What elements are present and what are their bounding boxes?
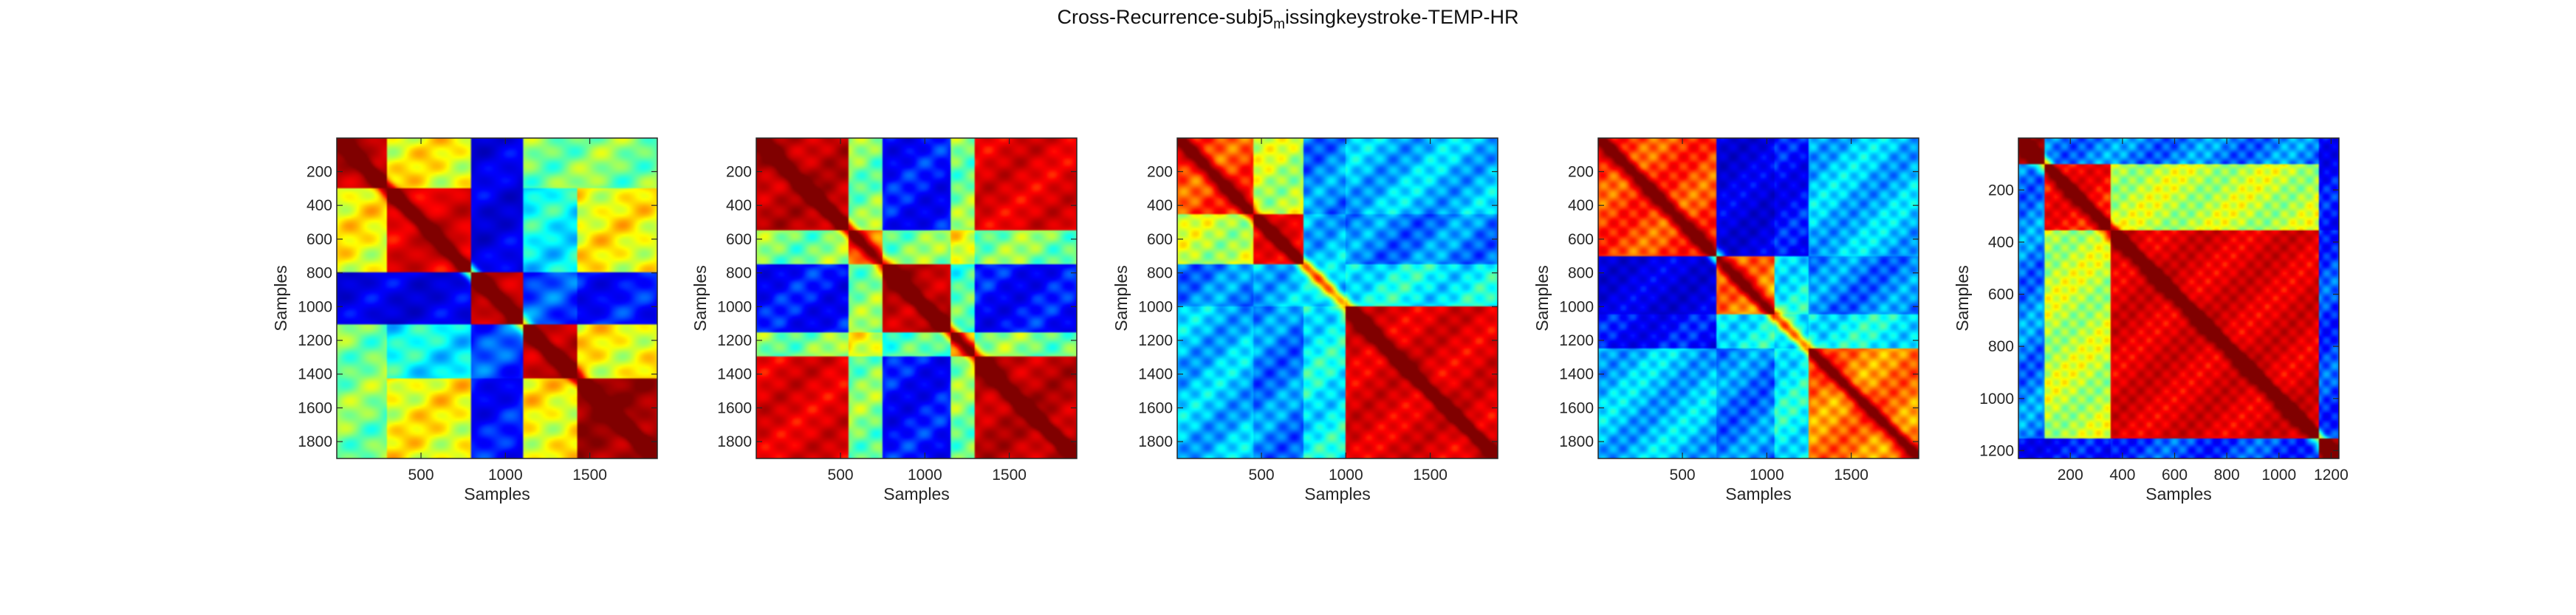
y-axis-label: Samples: [691, 265, 710, 331]
y-tick-label: 800: [1988, 338, 2014, 355]
x-tick-label: 600: [2162, 467, 2188, 484]
x-tick-label: 1500: [1834, 467, 1868, 484]
y-tick-label: 1000: [1138, 298, 1173, 315]
y-tick-label: 600: [306, 231, 332, 248]
x-axis-label: Samples: [1304, 484, 1370, 504]
x-tick-label: 1000: [1329, 467, 1363, 484]
heatmap-image: [1177, 138, 1498, 458]
y-tick-label: 1400: [1559, 366, 1594, 383]
y-tick-label: 1200: [1559, 332, 1594, 349]
y-tick-label: 1400: [1138, 366, 1173, 383]
y-tick-label: 1000: [717, 298, 752, 315]
x-axis-label: Samples: [464, 484, 530, 504]
figure-title-main: Cross-Recurrence-subj5: [1057, 6, 1274, 28]
y-tick-label: 1800: [1138, 433, 1173, 450]
x-axis-label: Samples: [1725, 484, 1791, 504]
y-tick-label: 1000: [1559, 298, 1594, 315]
figure-title-rest: issingkeystroke-TEMP-HR: [1284, 6, 1519, 28]
y-tick-label: 200: [306, 163, 332, 180]
x-tick-label: 1200: [2314, 467, 2349, 484]
y-tick-label: 600: [1568, 231, 1594, 248]
y-axis-label: Samples: [1953, 265, 1972, 331]
y-tick-label: 400: [1147, 197, 1173, 214]
axes-box: [336, 137, 658, 459]
y-axis-label: Samples: [1532, 265, 1552, 331]
y-tick-label: 200: [1147, 163, 1173, 180]
y-tick-label: 400: [1568, 197, 1594, 214]
y-tick-label: 400: [306, 197, 332, 214]
y-tick-label: 1600: [298, 399, 332, 416]
y-tick-label: 600: [1988, 286, 2014, 303]
y-tick-label: 1800: [717, 433, 752, 450]
y-tick-label: 800: [1147, 265, 1173, 282]
y-tick-label: 400: [726, 197, 752, 214]
x-tick-label: 800: [2214, 467, 2240, 484]
x-tick-label: 500: [1249, 467, 1275, 484]
x-tick-label: 200: [2058, 467, 2083, 484]
y-tick-label: 1200: [1979, 442, 2014, 459]
y-axis-label: Samples: [1111, 265, 1131, 331]
axes-box: [1176, 137, 1498, 459]
y-tick-label: 200: [726, 163, 752, 180]
y-tick-label: 1800: [298, 433, 332, 450]
heatmap-image: [2018, 138, 2339, 458]
y-tick-label: 1600: [717, 399, 752, 416]
y-tick-label: 800: [1568, 265, 1594, 282]
x-tick-label: 1500: [992, 467, 1027, 484]
axes-box: [2018, 137, 2340, 459]
y-tick-label: 1400: [298, 366, 332, 383]
heatmap-image: [337, 138, 657, 458]
heatmap-image: [756, 138, 1077, 458]
y-tick-label: 600: [726, 231, 752, 248]
x-tick-label: 1500: [572, 467, 607, 484]
y-tick-label: 800: [306, 265, 332, 282]
axes-box: [1597, 137, 1919, 459]
y-tick-label: 1600: [1559, 399, 1594, 416]
y-tick-label: 600: [1147, 231, 1173, 248]
x-tick-label: 1500: [1413, 467, 1448, 484]
x-tick-label: 1000: [488, 467, 523, 484]
y-tick-label: 800: [726, 265, 752, 282]
axes-box: [756, 137, 1078, 459]
x-tick-label: 500: [408, 467, 434, 484]
y-tick-label: 1200: [298, 332, 332, 349]
y-tick-label: 1800: [1559, 433, 1594, 450]
y-axis-label: Samples: [271, 265, 290, 331]
y-tick-label: 1200: [717, 332, 752, 349]
x-tick-label: 500: [828, 467, 854, 484]
y-tick-label: 200: [1988, 182, 2014, 199]
figure-title: Cross-Recurrence-subj5missingkeystroke-T…: [0, 6, 2576, 32]
heatmap-image: [1598, 138, 1919, 458]
x-tick-label: 1000: [908, 467, 942, 484]
x-axis-label: Samples: [2145, 484, 2211, 504]
x-tick-label: 500: [1670, 467, 1696, 484]
y-tick-label: 1000: [1979, 391, 2014, 408]
x-tick-label: 1000: [1750, 467, 1784, 484]
y-tick-label: 1400: [717, 366, 752, 383]
y-tick-label: 1200: [1138, 332, 1173, 349]
y-tick-label: 1600: [1138, 399, 1173, 416]
y-tick-label: 200: [1568, 163, 1594, 180]
y-tick-label: 1000: [298, 298, 332, 315]
y-tick-label: 400: [1988, 234, 2014, 251]
x-tick-label: 1000: [2261, 467, 2296, 484]
x-tick-label: 400: [2109, 467, 2135, 484]
x-axis-label: Samples: [883, 484, 949, 504]
figure-title-subscript: m: [1273, 16, 1285, 32]
